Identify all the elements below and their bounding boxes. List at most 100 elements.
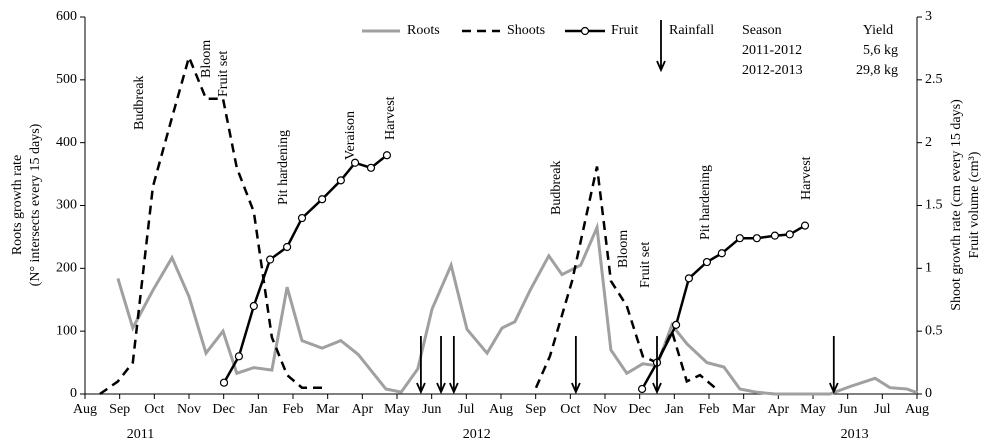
table-cell: 29,8 kg (856, 63, 898, 78)
fruit-marker (297, 213, 307, 223)
fruit-marker (382, 151, 392, 160)
fruit-marker (752, 234, 761, 243)
x-tick-label: Aug (489, 402, 513, 417)
y2-tick-label: 3 (925, 9, 932, 24)
rainfall-arrow (652, 336, 662, 395)
x-year-label: 2012 (463, 427, 491, 442)
y-tick-label: 400 (56, 135, 77, 150)
x-tick-label: Dec (212, 402, 235, 417)
phenology-label: Bloom (616, 230, 631, 268)
y-tick-label: 100 (56, 323, 77, 338)
x-tick-label: Dec (628, 402, 651, 417)
series-line (116, 221, 918, 396)
phenology-label: Bloom (199, 40, 214, 78)
table-cell: 2012-2013 (742, 63, 803, 78)
rainfall-arrow (828, 336, 839, 395)
fruit-marker (266, 255, 275, 264)
x-tick-label: Nov (177, 402, 201, 417)
table-cell: 2011-2012 (742, 43, 802, 58)
y2-tick-label: 0.5 (925, 323, 943, 338)
legend-label: Rainfall (669, 23, 714, 38)
fruit-marker (283, 242, 292, 252)
y2-tick-label: 2 (925, 135, 932, 150)
x-tick-label: Sep (525, 402, 546, 417)
x-tick-label: Jun (838, 402, 857, 417)
y-tick-label: 200 (56, 261, 77, 276)
y2-axis-title: Shoot growth rate (cm every 15 days) (949, 99, 964, 311)
x-tick-label: Oct (144, 402, 164, 417)
rainfall-arrow (571, 336, 581, 395)
x-tick-label: Sep (109, 402, 130, 417)
x-tick-label: Jan (249, 402, 268, 417)
fruit-marker (702, 257, 712, 267)
table-header: Yield (863, 23, 893, 38)
fruit-marker (671, 320, 681, 329)
fruit-marker (684, 274, 693, 283)
fruit-marker (717, 249, 726, 258)
phenology-label: Fruit set (216, 51, 231, 97)
x-tick-label: Mar (316, 402, 340, 417)
rainfall-arrow (436, 336, 446, 395)
fruit-marker (318, 195, 327, 204)
fruit-marker (366, 163, 376, 172)
x-tick-label: Nov (593, 402, 617, 417)
y-tick-label: 300 (56, 198, 77, 213)
x-tick-label: Jun (422, 402, 441, 417)
y2-tick-label: 2.5 (925, 72, 943, 87)
phenology-label: Budbreak (549, 161, 564, 215)
fruit-marker (234, 352, 244, 361)
rainfall-arrow (656, 20, 666, 73)
x-tick-label: Oct (560, 402, 580, 417)
table-cell: 5,6 kg (863, 43, 898, 58)
x-tick-label: Feb (283, 402, 304, 417)
rainfall-arrow (449, 336, 459, 395)
y2-tick-label: 1.5 (925, 198, 943, 213)
phenology-label: Harvest (799, 156, 814, 200)
legend-label: Fruit (611, 23, 638, 38)
phenology-label: Pit hardening (698, 165, 713, 240)
x-tick-label: May (800, 402, 826, 417)
series-line (222, 154, 806, 390)
fruit-marker (785, 230, 794, 239)
y-tick-label: 600 (56, 9, 77, 24)
y2-axis-title: Fruit volume (cm³) (967, 151, 982, 258)
phenology-label: Veraison (343, 111, 358, 160)
phenology-label: Harvest (383, 96, 398, 140)
fruit-marker (735, 234, 744, 243)
legend-label: Shoots (507, 23, 545, 38)
x-tick-label: Aug (73, 402, 97, 417)
fruit-marker (800, 221, 810, 230)
x-tick-label: Feb (699, 402, 720, 417)
phenology-label: Fruit set (638, 242, 653, 288)
x-tick-label: Mar (732, 402, 756, 417)
x-tick-label: May (384, 402, 410, 417)
y2-tick-label: 0 (925, 386, 932, 401)
fruit-marker (637, 384, 647, 394)
fruit-marker (350, 158, 360, 167)
fruit-marker (336, 176, 345, 185)
y-tick-label: 500 (56, 72, 77, 87)
legend-swatch (580, 26, 590, 36)
y2-tick-label: 1 (925, 261, 932, 276)
y-tick-label: 0 (70, 386, 77, 401)
x-tick-label: Jul (874, 402, 890, 417)
x-tick-label: Apr (351, 402, 373, 417)
y-axis-title: Roots growth rate (10, 155, 25, 255)
x-year-label: 2013 (841, 427, 869, 442)
legend-label: Roots (407, 23, 440, 38)
phenology-label: Pit hardening (276, 130, 291, 205)
fruit-marker (770, 231, 779, 240)
x-tick-label: Aug (905, 402, 929, 417)
phenology-label: Budbreak (132, 76, 147, 130)
x-year-label: 2011 (127, 427, 154, 442)
fruit-marker (219, 378, 229, 387)
y-axis-title: (N° intersects every 15 days) (28, 123, 43, 286)
fruit-marker (249, 301, 258, 311)
x-tick-label: Jan (665, 402, 684, 417)
rainfall-arrow (416, 336, 426, 395)
table-header: Season (742, 23, 782, 38)
x-tick-label: Apr (767, 402, 789, 417)
series-line (99, 53, 719, 396)
x-tick-label: Jul (458, 402, 474, 417)
